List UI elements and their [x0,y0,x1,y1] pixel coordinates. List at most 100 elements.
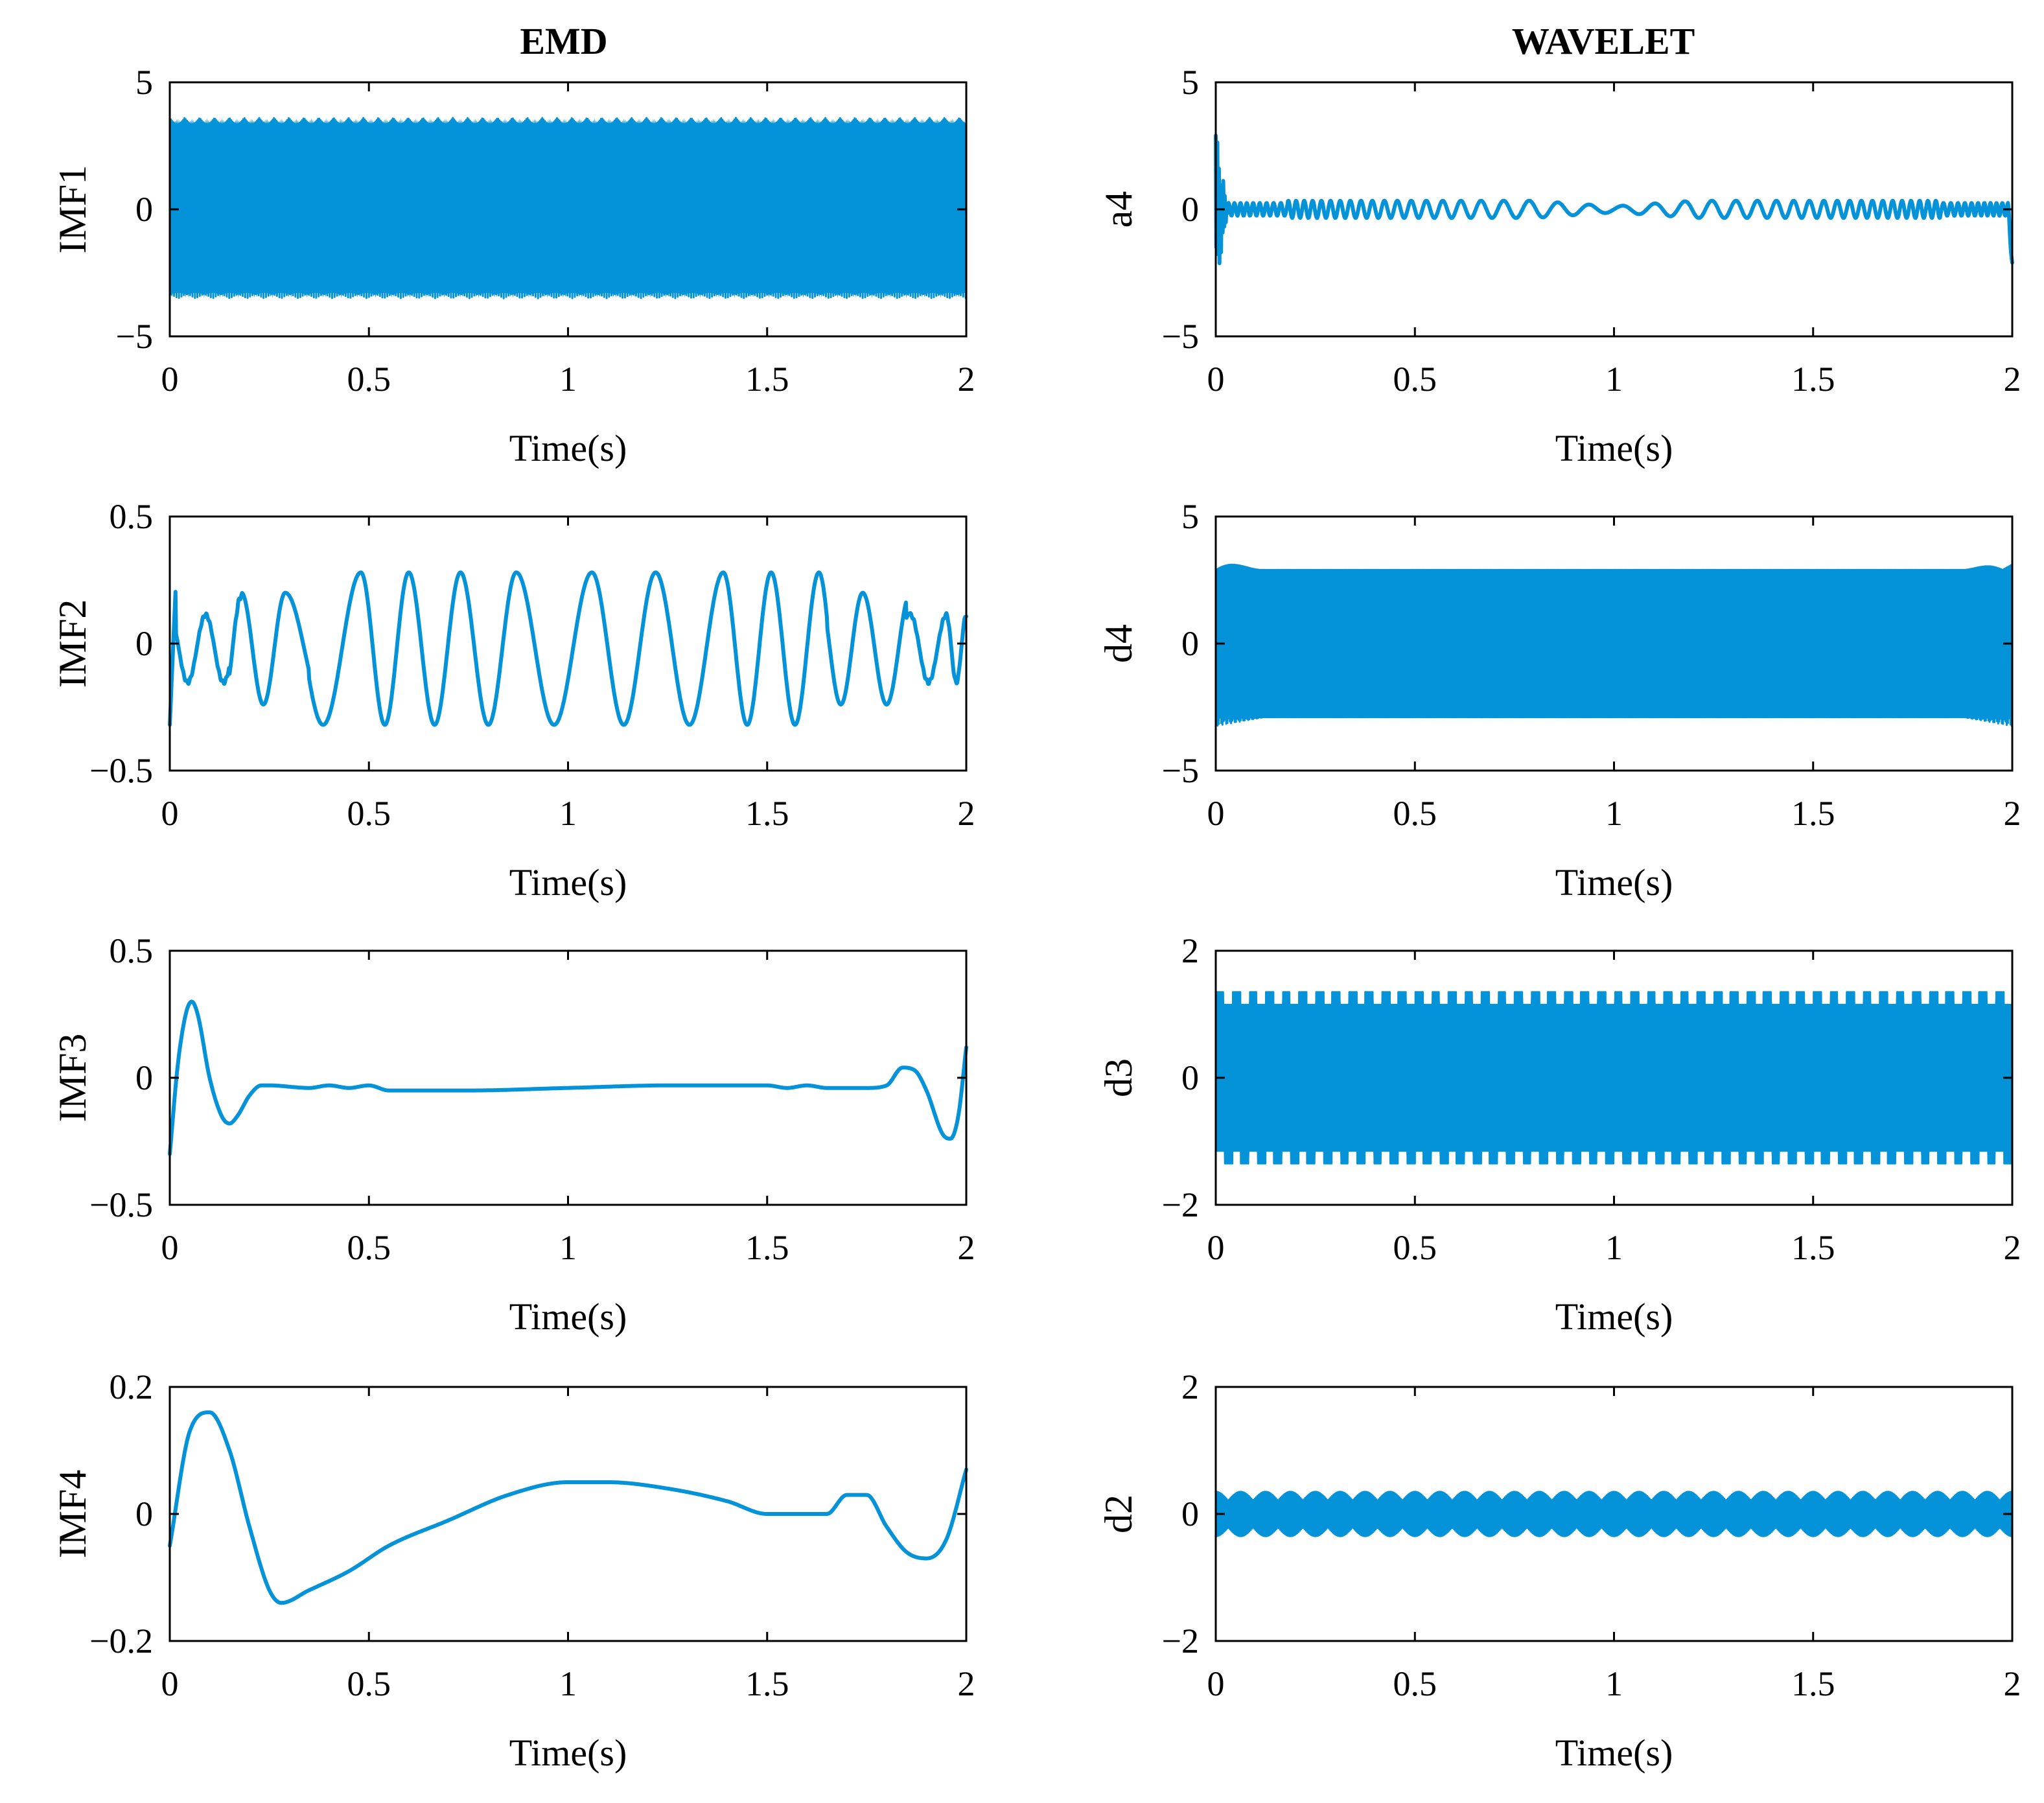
x-tick-label: 1 [559,794,577,833]
y-tick-label: −0.5 [89,751,153,790]
x-axis-label: Time(s) [1555,427,1673,469]
x-tick-label: 2 [2004,360,2021,399]
x-tick-label: 1 [559,1228,577,1267]
x-tick-label: 1.5 [1791,1228,1835,1267]
x-tick-label: 0.5 [347,360,391,399]
y-tick-label: 0 [1181,190,1199,229]
column-title-emd: EMD [520,20,607,62]
y-tick-label: −5 [1162,317,1199,356]
y-axis-label: IMF1 [51,165,94,254]
series-d4 [1214,559,2014,728]
x-tick-label: 1.5 [1791,1664,1835,1703]
x-axis-label: Time(s) [1555,1732,1673,1774]
x-tick-label: 1.5 [745,360,789,399]
x-tick-label: 1.5 [1791,794,1835,833]
x-tick-label: 1.5 [745,794,789,833]
series-imf1 [168,104,968,299]
y-tick-label: 0 [135,190,153,229]
x-tick-label: 0.5 [1393,360,1437,399]
y-tick-label: 0.2 [110,1367,154,1406]
x-tick-label: 1.5 [1791,360,1835,399]
y-tick-label: −2 [1162,1622,1199,1660]
x-tick-label: 2 [2004,1664,2021,1703]
x-tick-label: 0 [161,794,179,833]
y-axis-label: IMF4 [51,1470,94,1559]
y-axis-label: d2 [1097,1495,1140,1533]
x-tick-label: 2 [958,360,975,399]
x-tick-label: 1 [1605,794,1623,833]
y-tick-label: 0 [135,1058,153,1097]
y-tick-label: 0.5 [110,497,154,536]
y-tick-label: 0 [1181,1058,1199,1097]
x-tick-label: 1.5 [745,1228,789,1267]
series-d3 [1214,991,2014,1165]
y-tick-label: 5 [1181,63,1199,102]
series-imf2 [168,570,968,727]
x-tick-label: 0 [1207,360,1225,399]
y-axis-label: a4 [1097,191,1140,228]
x-axis-label: Time(s) [1555,861,1673,903]
x-tick-label: 0.5 [1393,1664,1437,1703]
y-tick-label: −5 [1162,751,1199,790]
series-d2 [1214,1462,2014,1539]
column-title-wavelet: WAVELET [1512,20,1695,62]
x-axis-label: Time(s) [509,1732,627,1774]
x-tick-label: 0.5 [347,1664,391,1703]
y-axis-label: IMF3 [51,1034,94,1123]
x-tick-label: 0.5 [347,794,391,833]
y-axis-label: d3 [1097,1058,1140,1097]
x-tick-label: 1 [1605,360,1623,399]
y-tick-label: −5 [116,317,153,356]
x-tick-label: 1 [1605,1228,1623,1267]
y-tick-label: 0 [1181,624,1199,663]
x-tick-label: 2 [958,1664,975,1703]
series-imf4 [168,1410,968,1605]
x-tick-label: 1 [559,360,577,399]
y-tick-label: 5 [1181,497,1199,536]
x-axis-label: Time(s) [509,861,627,903]
x-tick-label: 0 [1207,794,1225,833]
x-tick-label: 0 [161,360,179,399]
x-tick-label: 0.5 [1393,1228,1437,1267]
x-tick-label: 1 [559,1664,577,1703]
y-tick-label: 0.5 [110,931,154,970]
plot-frame [168,949,968,1206]
y-tick-label: 0 [135,1495,153,1533]
x-tick-label: 2 [958,1228,975,1267]
x-tick-label: 0.5 [1393,794,1437,833]
x-axis-label: Time(s) [509,427,627,469]
y-axis-label: d4 [1097,624,1140,663]
x-tick-label: 0 [161,1228,179,1267]
y-tick-label: 5 [135,63,153,102]
y-tick-label: −0.2 [89,1622,153,1660]
x-tick-label: 1.5 [745,1664,789,1703]
x-axis-label: Time(s) [1555,1296,1673,1338]
y-tick-label: −0.5 [89,1185,153,1224]
x-tick-label: 0.5 [347,1228,391,1267]
x-tick-label: 0 [1207,1664,1225,1703]
y-tick-label: 0 [135,624,153,663]
x-axis-label: Time(s) [509,1296,627,1338]
x-tick-label: 1 [1605,1664,1623,1703]
plot-frame [168,515,968,772]
y-tick-label: −2 [1162,1185,1199,1224]
x-tick-label: 2 [958,794,975,833]
x-tick-label: 2 [2004,1228,2021,1267]
series-a4 [1214,134,2014,266]
y-axis-label: IMF2 [51,599,94,688]
x-tick-label: 2 [2004,794,2021,833]
y-tick-label: 0 [1181,1495,1199,1533]
y-tick-label: 2 [1181,1367,1199,1406]
y-tick-label: 2 [1181,931,1199,970]
x-tick-label: 0 [1207,1228,1225,1267]
x-tick-label: 0 [161,1664,179,1703]
